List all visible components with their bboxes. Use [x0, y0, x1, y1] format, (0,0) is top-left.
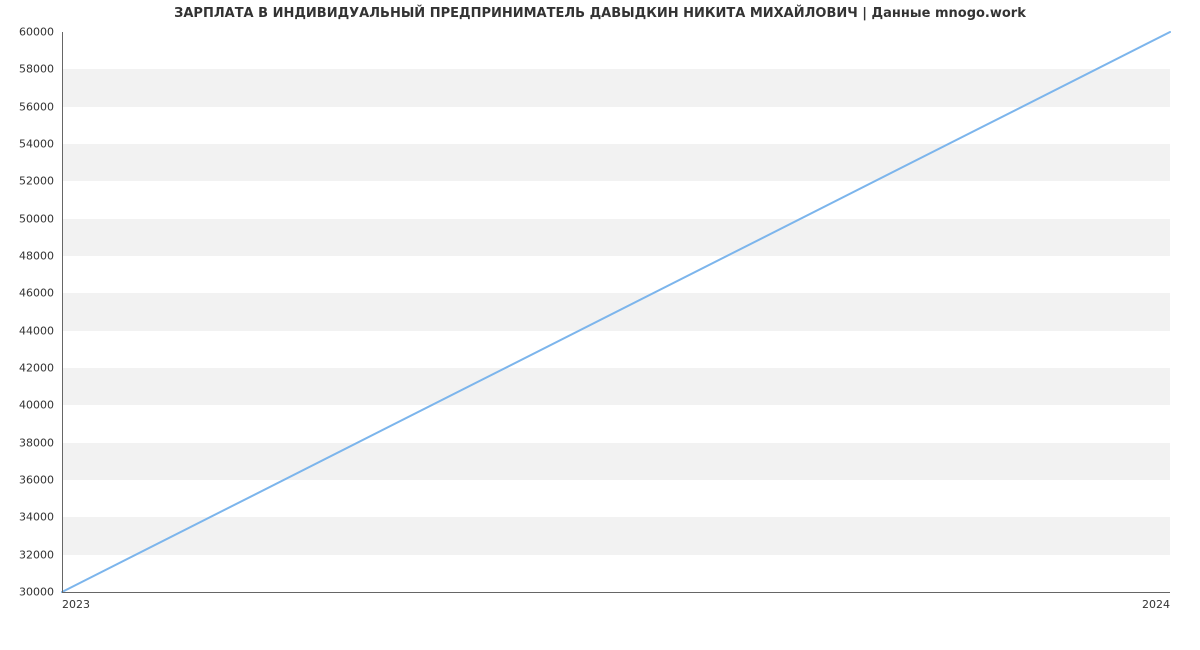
- salary-line-chart: ЗАРПЛАТА В ИНДИВИДУАЛЬНЫЙ ПРЕДПРИНИМАТЕЛ…: [0, 0, 1200, 650]
- y-tick-label: 58000: [0, 63, 54, 76]
- y-tick-label: 44000: [0, 324, 54, 337]
- y-tick-label: 36000: [0, 474, 54, 487]
- y-tick-label: 52000: [0, 175, 54, 188]
- y-tick-label: 46000: [0, 287, 54, 300]
- y-tick-label: 30000: [0, 586, 54, 599]
- y-tick-label: 56000: [0, 100, 54, 113]
- y-tick-label: 60000: [0, 26, 54, 39]
- x-tick-label: 2023: [62, 598, 90, 611]
- chart-title: ЗАРПЛАТА В ИНДИВИДУАЛЬНЫЙ ПРЕДПРИНИМАТЕЛ…: [0, 6, 1200, 21]
- y-tick-label: 42000: [0, 362, 54, 375]
- y-tick-label: 48000: [0, 250, 54, 263]
- plot-area: [62, 32, 1170, 592]
- x-axis-line: [62, 592, 1170, 593]
- y-axis-line: [62, 32, 63, 592]
- line-layer: [62, 32, 1170, 592]
- y-tick-label: 38000: [0, 436, 54, 449]
- y-tick-label: 32000: [0, 548, 54, 561]
- y-tick-label: 50000: [0, 212, 54, 225]
- y-tick-label: 40000: [0, 399, 54, 412]
- x-tick-label: 2024: [1142, 598, 1170, 611]
- y-tick-label: 34000: [0, 511, 54, 524]
- series-line-salary: [62, 32, 1170, 592]
- y-tick-label: 54000: [0, 138, 54, 151]
